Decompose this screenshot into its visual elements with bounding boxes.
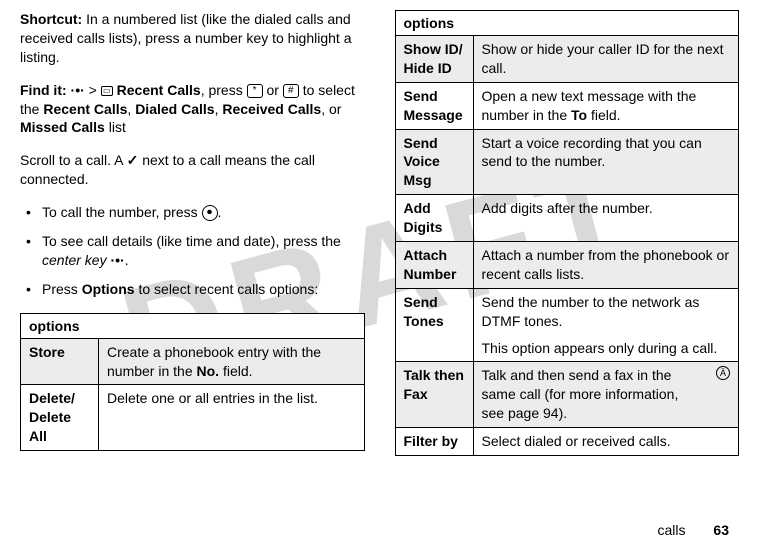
footer-label: calls	[658, 522, 686, 538]
opt-sendtones-label: Send Tones	[395, 288, 473, 362]
recent-calls-icon: ▭	[101, 86, 113, 96]
findit-p2: , press	[201, 82, 247, 98]
bul1-a: To call the number, press	[42, 204, 202, 220]
opt-filter-label: Filter by	[395, 428, 473, 456]
bul2-c: .	[125, 252, 129, 268]
opt-showid-desc: Show or hide your caller ID for the next…	[473, 36, 739, 83]
bul3-b: Options	[82, 281, 135, 297]
shortcut-label: Shortcut:	[20, 11, 82, 27]
findit-label: Find it:	[20, 82, 67, 98]
opt-sendmsg-desc: Open a new text message with the number …	[473, 82, 739, 129]
opt-sendmsg-label: Send Message	[395, 82, 473, 129]
star-key-icon: *	[247, 84, 263, 98]
findit-para: Find it: ·•· > ▭ Recent Calls, press * o…	[20, 81, 365, 138]
bullet-3: Press Options to select recent calls opt…	[20, 280, 365, 299]
opt-attach-label: Attach Number	[395, 242, 473, 289]
send-key-icon: ⏺	[202, 205, 218, 221]
opt-attach-desc: Attach a number from the phonebook or re…	[473, 242, 739, 289]
opt-store-b: No.	[197, 363, 220, 379]
findit-p3: or	[263, 82, 283, 98]
footer-page: 63	[713, 522, 729, 538]
opt-talkfax-v: Talk and then send a fax in the same cal…	[482, 366, 692, 423]
scroll-para: Scroll to a call. A ✓ next to a call mea…	[20, 151, 365, 189]
options-table-right: options Show ID/ Hide ID Show or hide yo…	[395, 10, 740, 456]
opt-adddigits-desc: Add digits after the number.	[473, 195, 739, 242]
opt-filter-desc: Select dialed or received calls.	[473, 428, 739, 456]
findit-recent2: Recent Calls	[43, 101, 127, 117]
findit-listword: list	[105, 119, 126, 135]
bul2-a: To see call details (like time and date)…	[42, 233, 341, 249]
opt-voicemsg-desc: Start a voice recording that you can sen…	[473, 129, 739, 195]
findit-recent: Recent Calls	[117, 82, 201, 98]
right-column: options Show ID/ Hide ID Show or hide yo…	[395, 10, 740, 456]
opt-store-desc: Create a phonebook entry with the number…	[99, 338, 365, 385]
hash-key-icon: #	[283, 84, 299, 98]
opt-delete-desc: Delete one or all entries in the list.	[99, 385, 365, 451]
opt-showid-label: Show ID/ Hide ID	[395, 36, 473, 83]
options-table-left: options Store Create a phonebook entry w…	[20, 313, 365, 451]
bullet-1: To call the number, press ⏺.	[20, 203, 365, 222]
opt-adddigits-label: Add Digits	[395, 195, 473, 242]
bullet-2: To see call details (like time and date)…	[20, 232, 365, 270]
opt-talkfax-desc: Talk and then send a fax in the same cal…	[473, 362, 739, 428]
shortcut-para: Shortcut: In a numbered list (like the d…	[20, 10, 365, 67]
network-feature-icon: Ä	[716, 366, 730, 380]
opt-sendtones-desc: Send the number to the network as DTMF t…	[473, 288, 739, 362]
bul1-b: .	[218, 204, 222, 220]
opt-voicemsg-label: Send Voice Msg	[395, 129, 473, 195]
findit-received: Received Calls	[222, 101, 321, 117]
center-key-icon: ·•·	[71, 82, 85, 98]
opt-sendtones-v1: Send the number to the network as DTMF t…	[482, 293, 731, 331]
findit-dialed: Dialed Calls	[135, 101, 214, 117]
opt-delete-label: Delete/ Delete All	[21, 385, 99, 451]
bul3-c: to select recent calls options:	[135, 281, 319, 297]
opt-store-label: Store	[21, 338, 99, 385]
page-footer: calls 63	[658, 522, 729, 538]
page-content: Shortcut: In a numbered list (like the d…	[0, 0, 759, 456]
scroll-p1: Scroll to a call. A	[20, 152, 127, 168]
check-icon: ✓	[127, 152, 139, 168]
center-key-icon-2: ·•·	[110, 252, 124, 268]
options-header-left: options	[21, 313, 365, 338]
opt-store-c: field.	[219, 363, 252, 379]
bul2-b: center key	[42, 252, 107, 268]
bul3-a: Press	[42, 281, 82, 297]
options-header-right: options	[395, 11, 739, 36]
opt-sendmsg-c: field.	[587, 107, 620, 123]
bullet-list: To call the number, press ⏺. To see call…	[20, 203, 365, 299]
findit-or: , or	[321, 101, 341, 117]
opt-sendmsg-b: To	[571, 107, 587, 123]
opt-talkfax-label: Talk then Fax	[395, 362, 473, 428]
left-column: Shortcut: In a numbered list (like the d…	[20, 10, 365, 456]
opt-sendtones-v2: This option appears only during a call.	[482, 339, 731, 358]
findit-p1: >	[85, 82, 101, 98]
findit-missed: Missed Calls	[20, 119, 105, 135]
